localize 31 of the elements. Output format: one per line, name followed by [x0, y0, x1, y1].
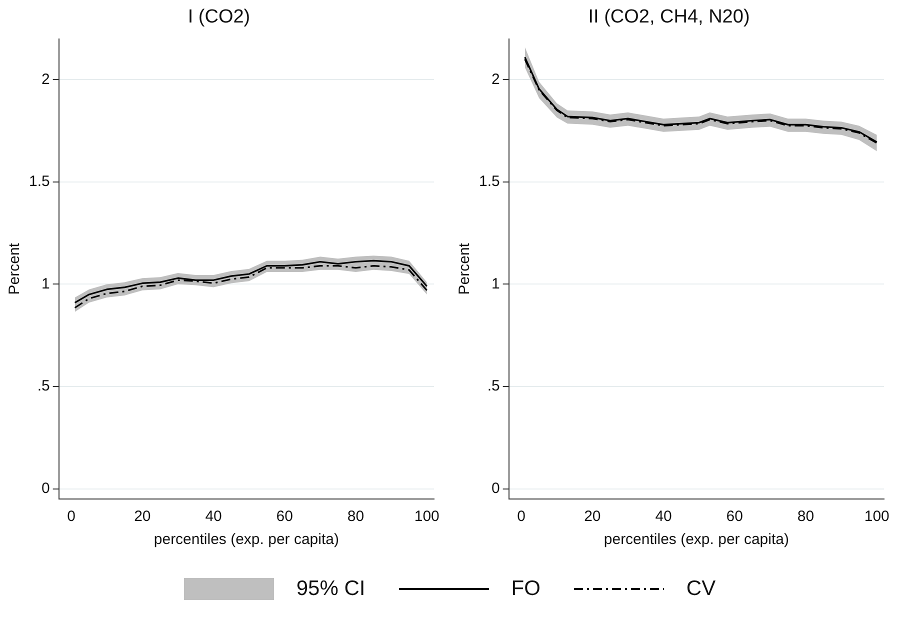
x-tick-label: 0	[67, 508, 76, 526]
x-axis-title: percentiles (exp. per capita)	[604, 531, 789, 548]
x-tick-label: 80	[797, 508, 814, 526]
y-axis-title: Percent	[6, 242, 24, 295]
legend-label: FO	[511, 577, 540, 601]
text: 95% CI	[296, 577, 366, 601]
x-tick-label: 40	[655, 508, 672, 526]
y-tick-label: 2	[42, 70, 50, 88]
y-tick-label: 0	[492, 480, 500, 497]
y-tick-label: .5	[487, 378, 500, 395]
y-tick-label: 0	[42, 480, 50, 497]
y-axis-title: Percent	[456, 242, 474, 295]
x-tick-label: 20	[134, 508, 151, 526]
y-tick-label: 1.5	[478, 173, 500, 190]
x-tick-label: 0	[517, 508, 526, 526]
x-tick-label: 20	[584, 508, 601, 526]
x-tick-label: 60	[726, 508, 743, 526]
chart-title: II (CO2, CH4, N20)	[588, 6, 750, 28]
x-tick-label: 60	[276, 508, 293, 526]
chart-title: I (CO2)	[188, 6, 250, 28]
y-tick-label: .5	[37, 378, 50, 395]
x-axis-title: percentiles (exp. per capita)	[154, 531, 339, 548]
y-tick-label: 2	[492, 70, 500, 88]
x-tick-label: 40	[205, 508, 222, 526]
x-tick-label: 100	[864, 508, 890, 526]
legend-label: CV	[686, 577, 716, 601]
y-tick-label: 1	[492, 275, 500, 292]
x-tick-label: 80	[347, 508, 364, 526]
y-tick-label: 1	[42, 275, 50, 292]
x-tick-label: 100	[414, 508, 440, 526]
y-tick-label: 1.5	[28, 173, 50, 190]
